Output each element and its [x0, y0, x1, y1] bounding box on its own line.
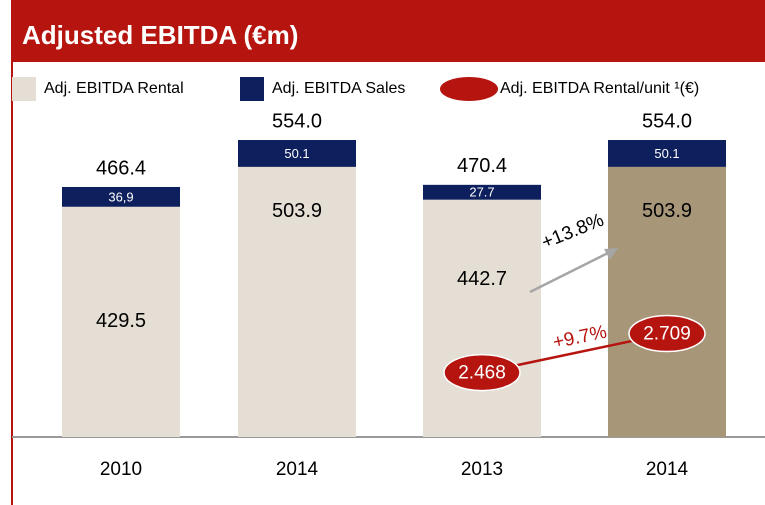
rental-bar	[62, 206, 180, 437]
x-tick-label: 2013	[461, 459, 503, 480]
total-label: 554.0	[642, 110, 692, 132]
total-label: 466.4	[96, 157, 146, 179]
rental-label: 429.5	[96, 310, 146, 332]
sales-label: 50.1	[654, 146, 679, 161]
sales-bar	[608, 140, 726, 167]
unit-marker	[628, 314, 706, 353]
rental-bar	[238, 166, 356, 437]
rental-label: 503.9	[272, 200, 322, 222]
sales-label: 50.1	[284, 146, 309, 161]
title-bar	[12, 0, 765, 62]
sales-bar	[423, 184, 541, 200]
legend-swatch	[440, 77, 498, 101]
sales-bar	[62, 186, 180, 207]
total-label: 554.0	[272, 110, 322, 132]
annotation: +13.8%	[539, 210, 607, 254]
sales-bar	[238, 140, 356, 167]
chart-title: Adjusted EBITDA (€m)	[22, 20, 298, 50]
unit-label: 2.468	[458, 363, 506, 384]
x-tick-label: 2010	[100, 459, 142, 480]
unit-marker	[443, 353, 521, 392]
sales-label: 27.7	[469, 185, 494, 200]
rental-label: 503.9	[642, 200, 692, 222]
legend-swatch	[240, 77, 264, 101]
rental-bar	[423, 199, 541, 437]
unit-label: 2.709	[643, 324, 691, 345]
rental-label: 442.7	[457, 268, 507, 290]
sales-label: 36,9	[108, 189, 133, 204]
x-tick-label: 2014	[276, 459, 319, 480]
growth-arrow	[529, 249, 613, 294]
legend-label: Adj. EBITDA Rental/unit ¹(€)	[500, 80, 699, 97]
x-tick-label: 2014	[646, 459, 689, 480]
legend-label: Adj. EBITDA Sales	[272, 80, 405, 97]
total-label: 470.4	[457, 155, 507, 177]
legend-swatch	[12, 77, 36, 101]
rental-bar	[608, 166, 726, 437]
arrow-head	[604, 248, 618, 260]
legend-label: Adj. EBITDA Rental	[44, 80, 184, 97]
